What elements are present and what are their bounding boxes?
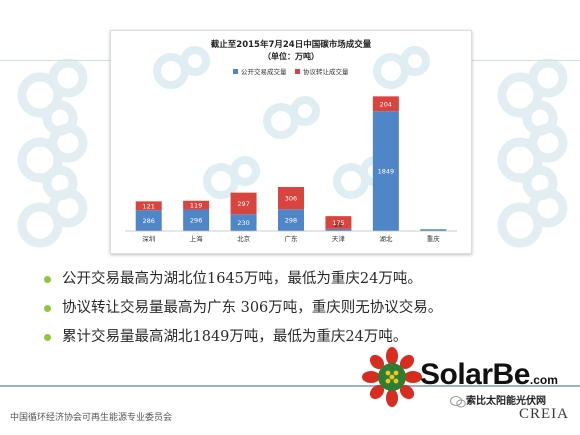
background-circles xyxy=(17,58,568,248)
bullet-text: 协议转让交易量最高为广东 306万吨，重庆则无协议交易。 xyxy=(62,300,443,316)
data-label-public: 296 xyxy=(190,217,202,225)
data-label-public: 1849 xyxy=(378,168,395,176)
data-label-public: 29 xyxy=(334,221,342,229)
data-label-agreement: 175 xyxy=(332,219,344,227)
bar-public xyxy=(372,111,399,231)
bullet-item: 累计交易量最高湖北1849万吨，最低为重庆24万吨。 xyxy=(44,323,564,352)
sunflower-logo-icon xyxy=(362,347,422,407)
bullet-dot-icon xyxy=(44,305,51,312)
x-tick-label: 北京 xyxy=(237,234,251,243)
chart-svg: 截止至2015年7月24日中国碳市场成交量 （单位：万吨） 公开交易成交量 协议转… xyxy=(125,39,457,243)
footer-rule xyxy=(0,385,580,387)
footer-organization: 中国循环经济协会可再生能源专业委员会 xyxy=(10,413,173,423)
brand-tagline: 索比太阳能光伏网 xyxy=(466,396,546,407)
bullet-dot-icon xyxy=(44,334,51,341)
chart-legend: 公开交易成交量 协议转让成交量 xyxy=(233,67,349,76)
data-label-public: 298 xyxy=(285,217,297,225)
bar-public xyxy=(230,214,257,231)
bar-public xyxy=(278,209,304,231)
chart-title: 截止至2015年7月24日中国碳市场成交量 xyxy=(211,39,372,50)
bar-public xyxy=(183,209,210,231)
data-label-public: 230 xyxy=(237,219,249,227)
bar-agreement xyxy=(325,216,352,229)
wechat-icon xyxy=(450,396,466,408)
bar-agreement xyxy=(278,187,304,210)
data-label-public: 286 xyxy=(143,217,155,225)
bullet-item: 协议转让交易量最高为广东 306万吨，重庆则无协议交易。 xyxy=(44,294,564,323)
bar-agreement xyxy=(230,192,257,215)
x-tick-label: 重庆 xyxy=(427,234,441,243)
bullet-list: 公开交易最高为湖北位1645万吨，最低为重庆24万吨。 协议转让交易量最高为广东… xyxy=(44,265,564,352)
bar-agreement xyxy=(372,96,399,112)
x-tick-label: 湖北 xyxy=(379,234,393,243)
chart-frame: 截止至2015年7月24日中国碳市场成交量 （单位：万吨） 公开交易成交量 协议转… xyxy=(110,30,472,254)
legend-label: 公开交易成交量 xyxy=(241,67,287,76)
chart-subtitle: （单位：万吨） xyxy=(263,51,319,61)
bar-public xyxy=(135,210,162,231)
partner-logo-creia: CREIA xyxy=(519,406,569,422)
legend-swatch xyxy=(295,69,300,74)
data-label-agreement: 306 xyxy=(285,195,297,203)
chart-watermark xyxy=(153,46,430,199)
x-tick-label: 天津 xyxy=(332,235,346,243)
x-tick-label: 深圳 xyxy=(142,234,155,243)
bullet-text: 累计交易量最高湖北1849万吨，最低为重庆24万吨。 xyxy=(62,329,408,345)
x-tick-label: 上海 xyxy=(190,234,204,243)
bar-public xyxy=(325,228,352,231)
bullet-dot-icon xyxy=(44,276,51,283)
bar-agreement xyxy=(135,201,162,211)
brand-name: SolarBe xyxy=(420,358,530,391)
chart-x-axis: 深圳 上海 北京 广东 天津 湖北 重庆 xyxy=(125,230,457,243)
x-tick-label: 广东 xyxy=(285,234,299,243)
brand-suffix: .com xyxy=(529,373,558,387)
legend-swatch xyxy=(233,69,238,74)
brand-logotype: SolarBe.com xyxy=(420,358,558,392)
legend-label: 协议转让成交量 xyxy=(303,67,349,76)
bullet-text: 公开交易最高为湖北位1645万吨，最低为重庆24万吨。 xyxy=(62,271,422,287)
bar-agreement xyxy=(183,200,210,210)
bar-public xyxy=(420,229,447,231)
data-label-agreement: 121 xyxy=(143,202,155,210)
data-label-agreement: 204 xyxy=(380,100,392,108)
data-label-agreement: 297 xyxy=(237,200,249,208)
data-label-agreement: 119 xyxy=(190,202,202,210)
bullet-item: 公开交易最高为湖北位1645万吨，最低为重庆24万吨。 xyxy=(44,265,564,294)
